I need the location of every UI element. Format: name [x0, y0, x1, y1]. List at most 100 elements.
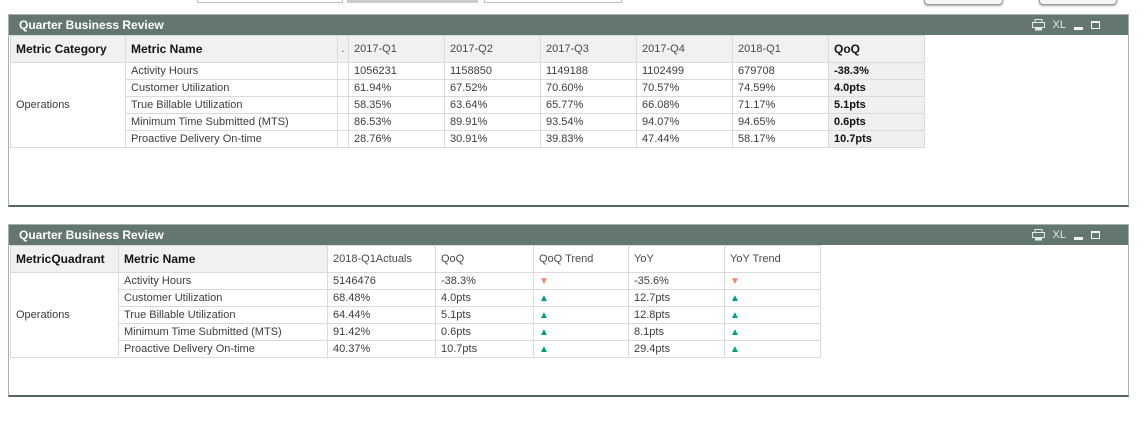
- quarterly-metrics-table: Metric Category Metric Name . 2017-Q1 20…: [10, 35, 925, 148]
- trend-cell: ▲: [724, 306, 821, 324]
- qbr-panel-trend: Quarter Business Review XL: [8, 224, 1129, 397]
- qoq-cell: 4.0pts: [828, 79, 925, 97]
- qbr-panel-quarterly: Quarter Business Review XL: [8, 14, 1129, 207]
- qoq-cell: 0.6pts: [828, 113, 925, 131]
- value-cell: 5146476: [327, 272, 436, 290]
- qoq-cell: -38.3%: [828, 62, 925, 80]
- col-header-dot[interactable]: .: [337, 35, 349, 63]
- trend-arrow-icon: ▼: [539, 276, 549, 287]
- maximize-icon[interactable]: [1091, 21, 1100, 29]
- trend-arrow-icon: ▲: [539, 293, 549, 304]
- value-cell: 70.60%: [540, 79, 637, 97]
- cutoff-button-2[interactable]: [1039, 0, 1117, 5]
- col-header-2017-q1[interactable]: 2017-Q1: [348, 35, 445, 63]
- value-cell: 89.91%: [444, 113, 541, 131]
- minimize-icon[interactable]: [1074, 26, 1083, 30]
- trend-arrow-icon: ▲: [730, 310, 740, 321]
- panel-caption-bar[interactable]: Quarter Business Review XL: [9, 225, 1128, 245]
- panel-caption-bar[interactable]: Quarter Business Review XL: [9, 15, 1128, 35]
- export-excel-icon[interactable]: XL: [1052, 19, 1066, 31]
- value-cell: 86.53%: [348, 113, 445, 131]
- col-header-qoq-trend[interactable]: QoQ Trend: [533, 245, 629, 273]
- category-cell[interactable]: Operations: [10, 62, 126, 148]
- trend-cell: ▲: [533, 323, 629, 341]
- value-cell: 65.77%: [540, 96, 637, 114]
- table-row: Operations Activity Hours 1056231 115885…: [10, 62, 925, 148]
- metric-name-cell[interactable]: Proactive Delivery On-time: [118, 340, 328, 358]
- value-cell: 30.91%: [444, 130, 541, 148]
- category-cell[interactable]: Operations: [10, 272, 119, 358]
- table-row: True Billable Utilization 64.44% 5.1pts …: [11, 306, 821, 324]
- metric-name-cell[interactable]: Customer Utilization: [118, 289, 328, 307]
- value-cell: 58.17%: [732, 130, 829, 148]
- export-excel-icon[interactable]: XL: [1052, 229, 1066, 241]
- value-cell: 61.94%: [348, 79, 445, 97]
- value-cell: 1056231: [348, 62, 445, 80]
- col-header-2017-q3[interactable]: 2017-Q3: [540, 35, 637, 63]
- metric-name-cell[interactable]: Activity Hours: [125, 62, 338, 80]
- maximize-icon[interactable]: [1091, 231, 1100, 239]
- header-row: Metric Category Metric Name . 2017-Q1 20…: [10, 35, 925, 63]
- metric-name-cell[interactable]: True Billable Utilization: [118, 306, 328, 324]
- trend-arrow-icon: ▼: [730, 276, 740, 287]
- value-cell: 0.6pts: [435, 323, 534, 341]
- spacer-cell: [337, 113, 349, 131]
- metric-name-cell[interactable]: Minimum Time Submitted (MTS): [118, 323, 328, 341]
- trend-arrow-icon: ▲: [730, 344, 740, 355]
- qoq-cell: 10.7pts: [828, 130, 925, 148]
- print-icon[interactable]: [1031, 19, 1045, 31]
- value-cell: -38.3%: [435, 272, 534, 290]
- col-header-metric-category[interactable]: Metric Category: [10, 35, 126, 63]
- value-cell: -35.6%: [628, 272, 725, 290]
- value-cell: 91.42%: [327, 323, 436, 341]
- col-header-qoq[interactable]: QoQ: [435, 245, 534, 273]
- value-cell: 1149188: [540, 62, 637, 80]
- trend-arrow-icon: ▲: [539, 310, 549, 321]
- trend-cell: ▲: [724, 340, 821, 358]
- value-cell: 64.44%: [327, 306, 436, 324]
- trend-arrow-icon: ▲: [730, 293, 740, 304]
- col-header-qoq[interactable]: QoQ: [828, 35, 925, 63]
- value-cell: 5.1pts: [435, 306, 534, 324]
- value-cell: 40.37%: [327, 340, 436, 358]
- spacer-cell: [337, 62, 349, 80]
- col-header-metric-name[interactable]: Metric Name: [125, 35, 338, 63]
- cutoff-listbox-1[interactable]: [197, 0, 343, 3]
- trend-cell: ▲: [533, 306, 629, 324]
- spacer-cell: [337, 130, 349, 148]
- col-header-2018-q1[interactable]: 2018-Q1: [732, 35, 829, 63]
- col-header-yoy-trend[interactable]: YoY Trend: [724, 245, 821, 273]
- metric-name-cell[interactable]: Customer Utilization: [125, 79, 338, 97]
- value-cell: 58.35%: [348, 96, 445, 114]
- col-header-metric-name[interactable]: Metric Name: [118, 245, 328, 273]
- value-cell: 94.65%: [732, 113, 829, 131]
- caption-toolbar: XL: [1031, 229, 1128, 241]
- value-cell: 12.7pts: [628, 289, 725, 307]
- table-row: Proactive Delivery On-time 40.37% 10.7pt…: [11, 340, 821, 358]
- value-cell: 4.0pts: [435, 289, 534, 307]
- value-cell: 8.1pts: [628, 323, 725, 341]
- header-row: MetricQuadrant Metric Name 2018-Q1Actual…: [10, 245, 821, 273]
- cutoff-button-1[interactable]: [924, 0, 1003, 5]
- cutoff-listbox-3[interactable]: [484, 0, 622, 3]
- col-header-2017-q2[interactable]: 2017-Q2: [444, 35, 541, 63]
- col-header-yoy[interactable]: YoY: [628, 245, 725, 273]
- value-cell: 10.7pts: [435, 340, 534, 358]
- col-header-2017-q4[interactable]: 2017-Q4: [636, 35, 733, 63]
- value-cell: 71.17%: [732, 96, 829, 114]
- value-cell: 1102499: [636, 62, 733, 80]
- minimize-icon[interactable]: [1074, 236, 1083, 240]
- value-cell: 68.48%: [327, 289, 436, 307]
- col-header-metric-quadrant[interactable]: MetricQuadrant: [10, 245, 119, 273]
- metric-name-cell[interactable]: Proactive Delivery On-time: [125, 130, 338, 148]
- trend-arrow-icon: ▲: [539, 344, 549, 355]
- value-cell: 28.76%: [348, 130, 445, 148]
- col-header-actuals[interactable]: 2018-Q1Actuals: [327, 245, 436, 273]
- metric-name-cell[interactable]: Minimum Time Submitted (MTS): [125, 113, 338, 131]
- print-icon[interactable]: [1031, 229, 1045, 241]
- metric-name-cell[interactable]: Activity Hours: [118, 272, 328, 290]
- metric-name-cell[interactable]: True Billable Utilization: [125, 96, 338, 114]
- trend-cell: ▼: [724, 272, 821, 290]
- cutoff-listbox-2[interactable]: [347, 0, 478, 3]
